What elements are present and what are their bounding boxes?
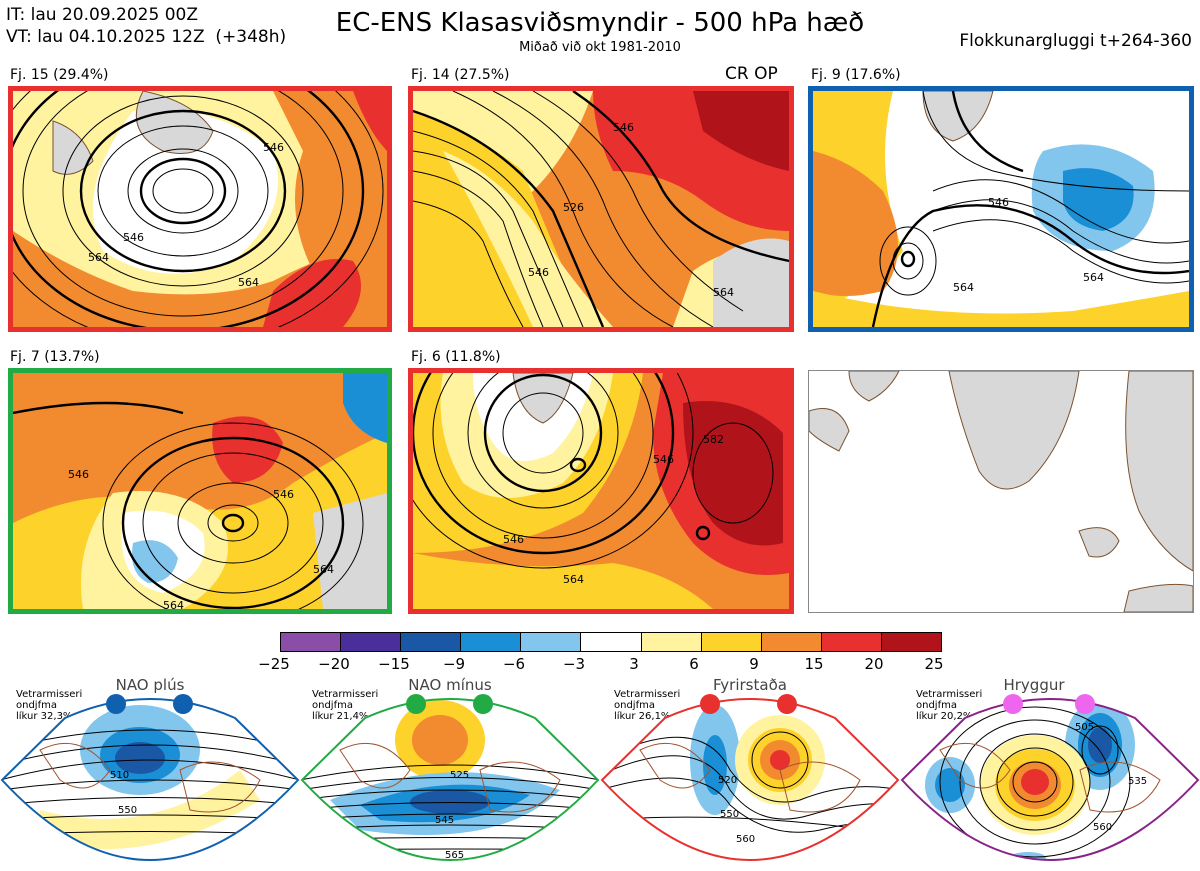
cluster-map-2: 546 526 546 564 [408,86,794,332]
colorbar-swatch [581,633,642,651]
colorbar-swatch [401,633,462,651]
regime-2-map: 525 545 565 [300,694,600,861]
colorbar-swatch [701,633,762,651]
panel-5-label: Fj. 6 (11.8%) [411,349,501,365]
regime-4-desc: Vetrarmisseri ondjfma líkur 20,2% [916,689,983,722]
contour-label: 535 [1128,776,1147,787]
contour-label: 560 [736,834,755,845]
contour-label: 564 [1083,271,1104,284]
regime-2-dot [473,694,493,714]
regime-1-dot [106,694,126,714]
header-times: IT: lau 20.09.2025 00Z VT: lau 04.10.202… [6,4,286,48]
contour-label: 564 [953,281,974,294]
contour-label: 510 [110,770,129,781]
cluster-map-4: 546 546 564 564 [8,368,392,614]
colorbar-tick: 3 [629,655,639,673]
contour-label: 564 [713,286,734,299]
colorbar [280,632,942,652]
colorbar-tick: 20 [864,655,884,673]
colorbar-tick: −25 [258,655,290,673]
contour-label: 546 [528,266,549,279]
contour-label: 546 [503,533,524,546]
contour-label: 546 [613,121,634,134]
contour-label: 564 [313,563,334,576]
regime-2-title: NAO mínus [408,676,492,694]
colorbar-tick: 6 [689,655,699,673]
regime-4-dot [1075,694,1095,714]
panel-3-label: Fj. 9 (17.6%) [811,67,901,83]
regime-1-map: 510 550 [0,694,300,861]
contour-label: 546 [123,231,144,244]
regime-3-dot [700,694,720,714]
regime-3-title: Fyrirstaða [713,676,787,694]
contour-label: 546 [263,141,284,154]
contour-label: 526 [563,201,584,214]
panel-1-label: Fj. 15 (29.4%) [10,67,109,83]
colorbar-swatch [281,633,342,651]
colorbar-tick: 9 [749,655,759,673]
contour-label: 550 [720,809,739,820]
contour-label: 582 [703,433,724,446]
colorbar-swatch [461,633,522,651]
valid-time: VT: lau 04.10.2025 12Z (+348h) [6,27,287,47]
panel-2-note: CR OP [725,64,778,84]
cluster-map-1: 546 564 546 564 [8,86,392,332]
contour-label: 564 [163,599,184,609]
regime-2-desc: Vetrarmisseri ondjfma líkur 21,4% [312,689,379,722]
contour-label: 564 [563,573,584,586]
contour-label: 505 [1075,722,1094,733]
regime-3-dot [777,694,797,714]
contour-label: 546 [68,468,89,481]
colorbar-swatch [521,633,582,651]
colorbar-tick: −3 [562,655,586,673]
classification-window: Flokkunargluggi t+264-360 [959,31,1192,51]
colorbar-tick: −6 [502,655,526,673]
regime-1-title: NAO plús [115,676,185,694]
reference-map [808,370,1194,613]
panel-2-label: Fj. 14 (27.5%) [411,67,510,83]
regime-4-title: Hryggur [1003,676,1065,694]
contour-label: 564 [88,251,109,264]
contour-label: 550 [118,805,137,816]
regime-4-dot [1003,694,1023,714]
contour-label: 560 [1093,822,1112,833]
page-subtitle: Miðað við okt 1981-2010 [519,40,681,55]
contour-label: 546 [653,453,674,466]
colorbar-swatch [761,633,822,651]
page-title: EC-ENS Klasasviðsmyndir - 500 hPa hæð [335,8,865,38]
contour-label: 546 [988,196,1009,209]
regime-3-map: 520 550 560 [600,694,900,861]
contour-label: 520 [718,775,737,786]
colorbar-swatch [341,633,402,651]
init-time: IT: lau 20.09.2025 00Z [6,5,198,25]
panel-4-label: Fj. 7 (13.7%) [10,349,100,365]
contour-label: 565 [445,850,464,861]
colorbar-tick: −9 [442,655,466,673]
colorbar-tick: 15 [804,655,824,673]
regime-2-dot [406,694,426,714]
colorbar-swatch [821,633,882,651]
colorbar-tick: 25 [924,655,944,673]
colorbar-tick: −15 [378,655,410,673]
contour-label: 546 [273,488,294,501]
colorbar-tick: −20 [318,655,350,673]
regime-1-desc: Vetrarmisseri ondjfma líkur 32,3% [16,689,83,722]
cluster-map-3: 546 564 564 [808,86,1194,332]
contour-label: 545 [435,815,454,826]
colorbar-swatch [881,633,942,651]
regime-3-desc: Vetrarmisseri ondjfma líkur 26,1% [614,689,681,722]
contour-label: 564 [238,276,259,289]
regime-1-dot [173,694,193,714]
regime-4-map: 505 535 560 [900,694,1200,861]
cluster-map-5: 546 564 546 582 [408,368,794,614]
contour-label: 525 [450,770,469,781]
colorbar-swatch [641,633,702,651]
